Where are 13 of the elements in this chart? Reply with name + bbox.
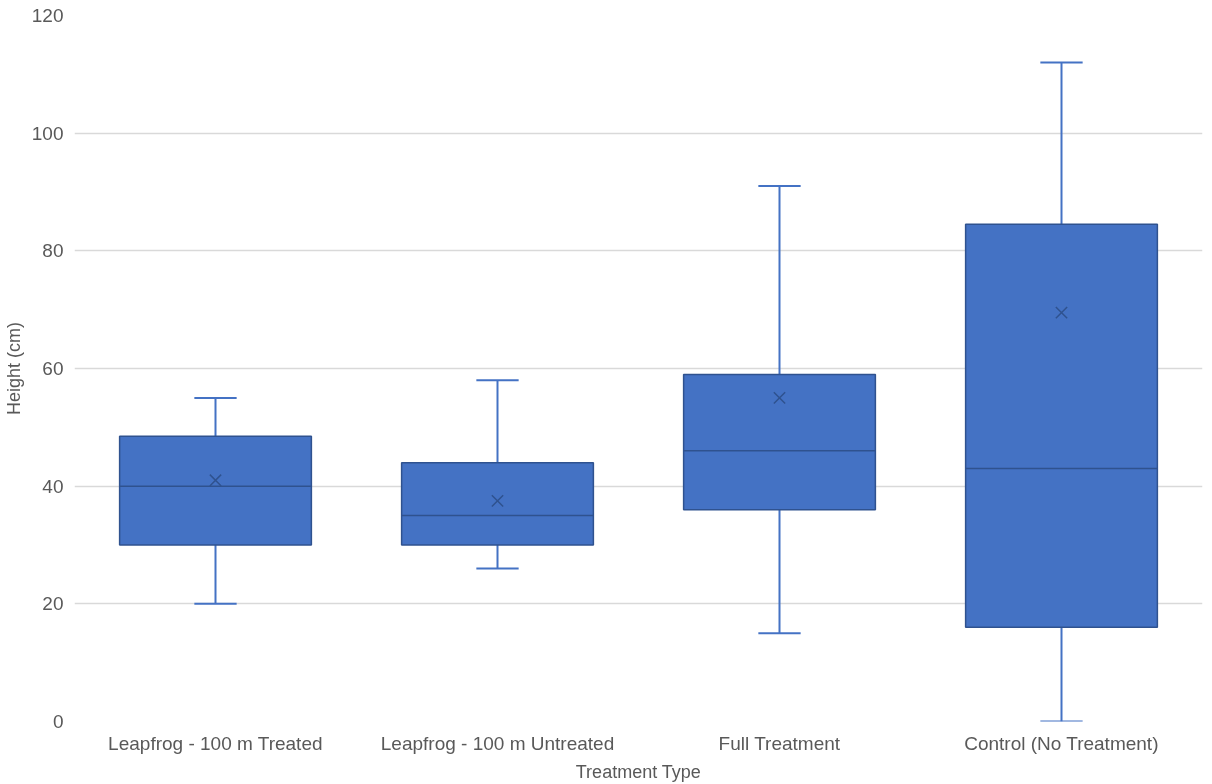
x-tick-label: Control (No Treatment) (964, 732, 1159, 754)
y-tick-label: 100 (31, 122, 64, 144)
y-tick-label: 0 (52, 711, 64, 732)
y-tick-label: 40 (42, 475, 64, 497)
y-tick-label: 60 (42, 358, 64, 379)
x-tick-label: Leapfrog - 100 m Untreated (380, 732, 615, 754)
x-axis-title: Treatment Type (575, 761, 701, 782)
x-tick-label: Leapfrog - 100 m Treated (108, 732, 323, 754)
y-tick-label: 80 (42, 240, 64, 262)
y-axis-title: Height (cm) (3, 321, 24, 416)
y-tick-label: 120 (31, 5, 64, 26)
y-tick-label: 20 (42, 593, 64, 615)
x-tick-label: Full Treatment (718, 732, 841, 754)
